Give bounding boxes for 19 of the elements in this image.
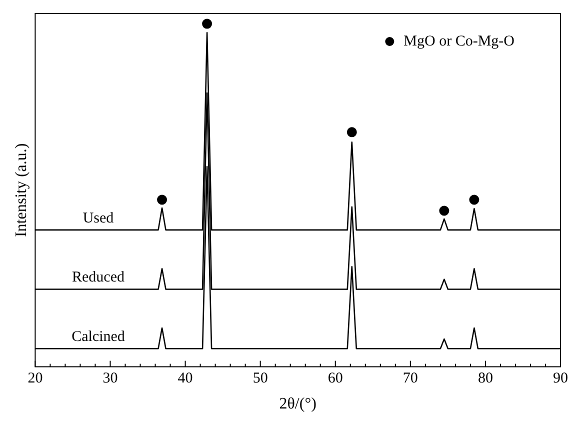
x-tick-label: 20 [28,370,43,387]
point [346,127,357,138]
series-label: Calcined [72,329,126,346]
point [157,194,168,205]
x-tick-label: 40 [178,370,193,387]
y-axis-title: Intensity (a.u.) [12,143,30,238]
point [202,18,212,29]
legend-label: MgO or Co-Mg-O [404,33,515,50]
series-label: Used [82,210,114,226]
x-tick-label: 60 [328,370,343,387]
point [439,206,450,216]
x-tick-label: 70 [402,370,418,387]
x-tick-label: 30 [102,370,118,387]
point [469,194,480,205]
x-tick-label: 50 [252,370,268,387]
series-label: Reduced [72,270,125,286]
x-axis-title: 2θ/(°) [279,396,316,413]
x-tick-label: 90 [553,370,568,387]
x-tick-label: 80 [478,370,493,387]
